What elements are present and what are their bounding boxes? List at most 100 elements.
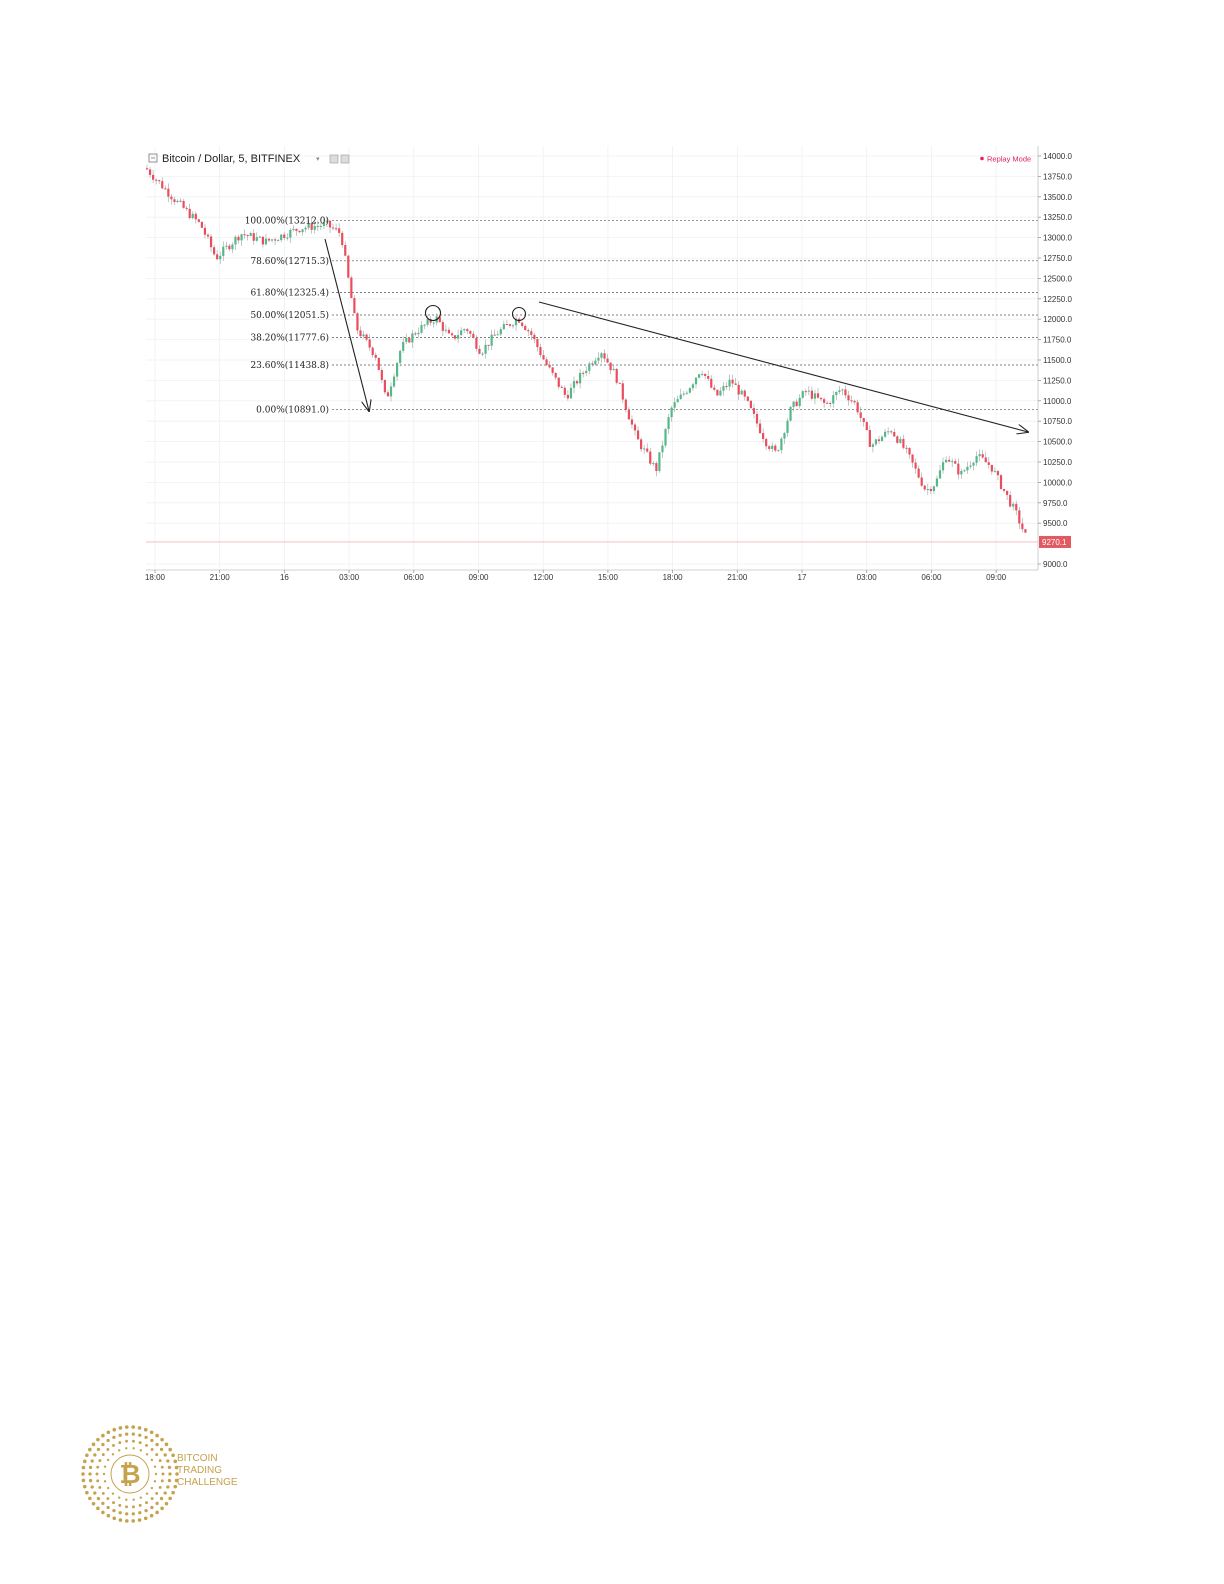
logo-dot (145, 1501, 148, 1505)
candle-body (152, 174, 155, 180)
candle-body (277, 240, 280, 242)
candle-body (1012, 503, 1015, 507)
candle-body (408, 338, 411, 343)
candle-body (993, 471, 996, 473)
candle-body (246, 235, 249, 237)
trendline-arrow[interactable] (538, 301, 1028, 432)
candle-body (423, 324, 426, 326)
replay-mode-label[interactable]: Replay Mode (987, 155, 1031, 164)
logo-dot (106, 1438, 110, 1443)
chart-background (146, 146, 1072, 580)
candle-body (896, 436, 899, 443)
fib-level-label: 50.00%(12051.5) (250, 310, 329, 321)
logo-dot (95, 1472, 99, 1476)
logo-dot (155, 1433, 159, 1438)
logo-dot (125, 1505, 129, 1509)
candle-body (914, 462, 917, 469)
candle-body (322, 222, 325, 226)
price-tick-label: 11500.0 (1043, 356, 1072, 365)
logo-dot (167, 1465, 172, 1470)
price-axis[interactable]: 14000.0 13750.0 13500.0 13250.0 13000.0 12750… (1038, 152, 1072, 569)
logo-dot (131, 1512, 135, 1516)
candle-body (740, 390, 743, 395)
candle-body (274, 239, 277, 241)
candle-body (929, 488, 932, 492)
candle-body (249, 233, 252, 236)
resistance-circle-1[interactable] (424, 304, 442, 322)
logo-dot (106, 1458, 110, 1462)
candle-body (923, 485, 926, 490)
candle-body (704, 373, 707, 376)
symbol-title[interactable]: Bitcoin / Dollar, 5, BITFINEX (162, 153, 301, 165)
candle-body (475, 337, 478, 349)
candle-body (877, 439, 881, 442)
candle-body (670, 407, 673, 418)
candle-body (722, 386, 725, 391)
logo-dot (106, 1448, 110, 1451)
last-price-marker: 9270.1 (146, 535, 1071, 548)
candle-body (1009, 494, 1012, 507)
logo-dot (91, 1501, 96, 1506)
logo-dot (118, 1426, 123, 1430)
logo-dot-ring (81, 1425, 179, 1523)
candle-body (893, 432, 896, 437)
logo-dot (149, 1513, 154, 1518)
logo-dot (163, 1491, 167, 1495)
candle-body (164, 188, 167, 190)
logo-dot (164, 1442, 169, 1447)
logo-dot (111, 1453, 115, 1456)
candle-body (801, 391, 804, 398)
impulse-down-arrow[interactable] (324, 238, 369, 411)
candle-body (646, 448, 649, 452)
resistance-circle-2[interactable] (511, 306, 527, 322)
candle-body (426, 319, 429, 325)
logo-dot (150, 1505, 154, 1510)
candle-body (908, 447, 911, 455)
logo-dot (149, 1430, 154, 1435)
time-tick-label: 06:00 (404, 573, 425, 582)
price-tick-label: 12750.0 (1043, 254, 1072, 263)
logo-dot (125, 1512, 129, 1516)
candle-body (899, 438, 902, 443)
logo-dot (158, 1485, 162, 1489)
logo-dot (101, 1453, 105, 1457)
logo-dot (139, 1496, 143, 1499)
logo-dot (145, 1492, 149, 1495)
collapse-icon[interactable] (148, 153, 158, 163)
candle-body (804, 391, 807, 393)
candle-body (551, 367, 554, 373)
logo-dot (150, 1438, 154, 1443)
logo-dot (106, 1497, 110, 1500)
fibonacci-lines (332, 219, 1038, 411)
price-tick-label: 9500.0 (1043, 519, 1068, 528)
close-icon[interactable] (340, 154, 350, 164)
candle-body (917, 468, 920, 478)
candle-body (935, 478, 939, 487)
candles (145, 165, 1027, 533)
logo-dot (118, 1503, 122, 1507)
candle-body (1024, 529, 1027, 533)
candle-body (575, 381, 579, 384)
candle-body (292, 228, 295, 230)
candle-body (798, 397, 801, 407)
candle-body (557, 377, 560, 387)
logo-dot (161, 1472, 165, 1476)
price-tick-label: 10000.0 (1043, 478, 1072, 487)
logo-dot (106, 1430, 111, 1435)
logo-dot (143, 1516, 148, 1521)
chevron-down-icon[interactable]: ▾ (316, 155, 320, 163)
logo-dot (88, 1465, 93, 1470)
candle-body (261, 236, 264, 245)
candle-body (795, 401, 798, 407)
candle-body (508, 324, 512, 326)
logo-dot (159, 1496, 164, 1501)
logo-dot (101, 1442, 105, 1447)
time-tick-label: 12:00 (533, 573, 554, 582)
time-axis[interactable]: 18:00 21:00 16 03:00 06:00 09:00 12:00 15:00 18:… (145, 570, 1007, 582)
settings-icon[interactable] (329, 154, 339, 164)
candle-body (472, 333, 475, 338)
candle-body (429, 319, 432, 323)
logo-dot (132, 1447, 135, 1450)
candle-body (758, 423, 762, 434)
candle-body (880, 436, 884, 442)
